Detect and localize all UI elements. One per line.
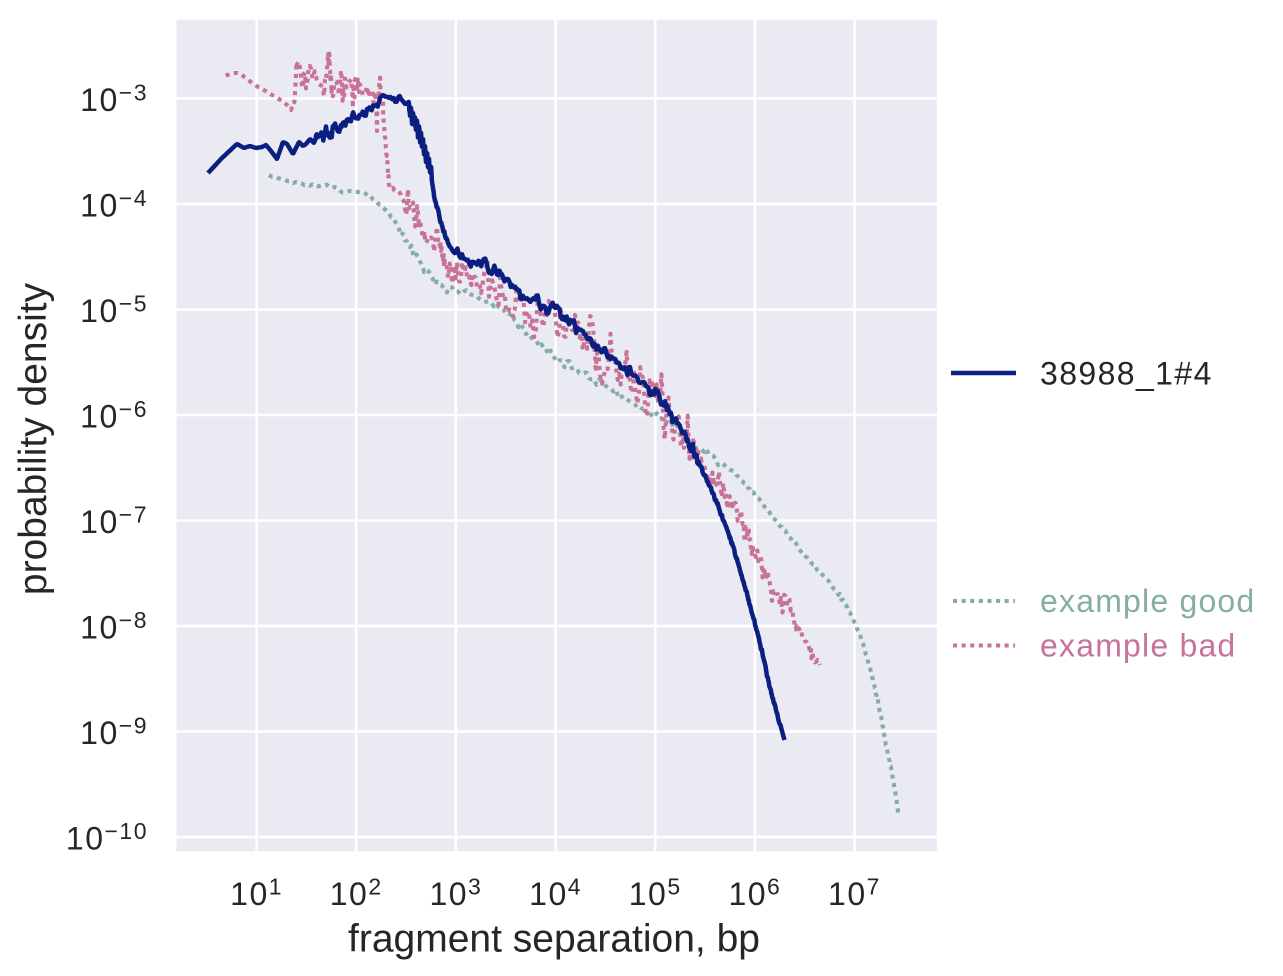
svg-text:probability density: probability density	[12, 282, 55, 595]
svg-text:10−9: 10−9	[80, 713, 148, 752]
svg-text:10−7: 10−7	[80, 502, 148, 541]
svg-text:example good: example good	[1040, 583, 1255, 619]
svg-text:106: 106	[728, 874, 781, 913]
svg-text:10−4: 10−4	[80, 185, 148, 224]
svg-text:105: 105	[629, 874, 682, 913]
svg-text:38988_1#4: 38988_1#4	[1040, 356, 1213, 392]
svg-text:fragment separation, bp: fragment separation, bp	[348, 918, 760, 961]
svg-text:example bad: example bad	[1040, 628, 1236, 664]
